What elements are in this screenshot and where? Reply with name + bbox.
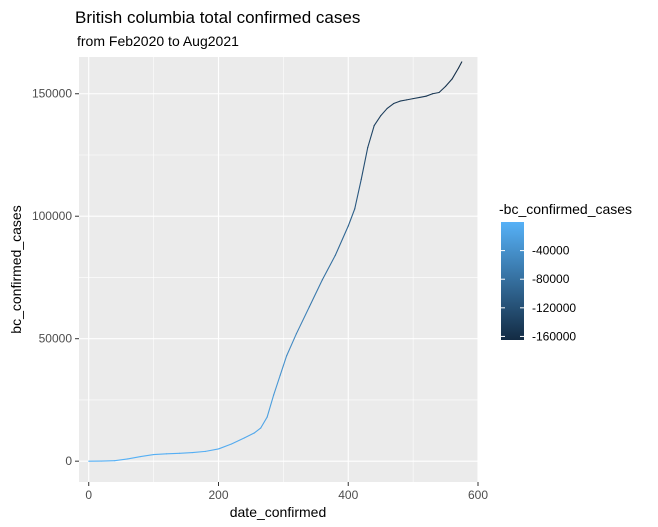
y-tick-label: 50000 (39, 332, 73, 346)
series-line-segment (260, 416, 268, 429)
series-line-segment (367, 125, 375, 149)
series-line-segment (347, 208, 356, 227)
series-line-segment (243, 432, 255, 439)
series-line-segment (273, 374, 281, 396)
legend-tick-label: -160000 (532, 329, 576, 343)
x-tick-label: 400 (338, 488, 358, 502)
x-tick-label: 0 (85, 488, 92, 502)
series-line-segment (373, 115, 382, 127)
legend-tick-label: -120000 (532, 301, 576, 315)
series-line-segment (393, 100, 401, 105)
y-tick-label: 100000 (32, 209, 72, 223)
series-line-segment (217, 443, 233, 450)
series-line (88, 61, 463, 462)
y-axis-title: bc_confirmed_cases (8, 205, 24, 333)
x-tick-label: 200 (208, 488, 228, 502)
series-line-segment (140, 454, 155, 458)
legend-colorbar (501, 222, 524, 340)
series-line-segment (438, 85, 447, 94)
legend-tick-label: -40000 (532, 244, 570, 258)
chart-title: British columbia total confirmed cases (75, 8, 360, 27)
series-line-segment (286, 333, 297, 357)
series-line-segment (153, 453, 168, 456)
y-tick-label: 0 (65, 454, 72, 468)
series-line-segment (360, 147, 369, 181)
series-line-segment (354, 178, 362, 210)
series-line-segment (406, 98, 414, 101)
series-line-segment (419, 95, 427, 98)
series-line-segment (266, 394, 275, 418)
series-line-segment (399, 99, 408, 102)
legend-title: -bc_confirmed_cases (499, 201, 632, 217)
series-line-segment (457, 61, 463, 69)
y-axis: 0 50000 100000 150000 (32, 87, 79, 468)
chart-subtitle: from Feb2020 to Aug2021 (77, 33, 239, 49)
x-axis-title: date_confirmed (230, 504, 327, 520)
minor-gridlines (79, 57, 478, 482)
series-line-segment (445, 78, 453, 87)
series-line-segment (295, 306, 310, 335)
series-line-segment (179, 452, 194, 454)
series-line-segment (432, 91, 440, 95)
series-line-segment (334, 225, 349, 256)
x-tick-label: 600 (468, 488, 488, 502)
series-line-segment (321, 254, 336, 281)
series-line-segment (253, 427, 262, 434)
series-line-segment (114, 458, 129, 462)
legend-ticks: -40000 -80000 -120000 -160000 (501, 244, 576, 343)
series-line-segment (380, 107, 388, 117)
series-line-segment (308, 279, 323, 308)
series-line-segment (127, 455, 142, 460)
y-tick-label: 150000 (32, 87, 72, 101)
plot-panel (79, 57, 478, 482)
major-gridlines (79, 57, 479, 482)
series-line-segment (230, 437, 245, 445)
series-line-segment (279, 355, 288, 376)
series-line-segment (425, 93, 434, 97)
series-line-segment (191, 450, 207, 454)
series-line-segment (386, 102, 395, 109)
series-line-segment (204, 448, 220, 452)
series-line-segment (412, 96, 421, 100)
x-axis: 0 200 400 600 (85, 482, 488, 502)
legend-tick-label: -80000 (532, 272, 570, 286)
series-line-segment (451, 67, 460, 80)
